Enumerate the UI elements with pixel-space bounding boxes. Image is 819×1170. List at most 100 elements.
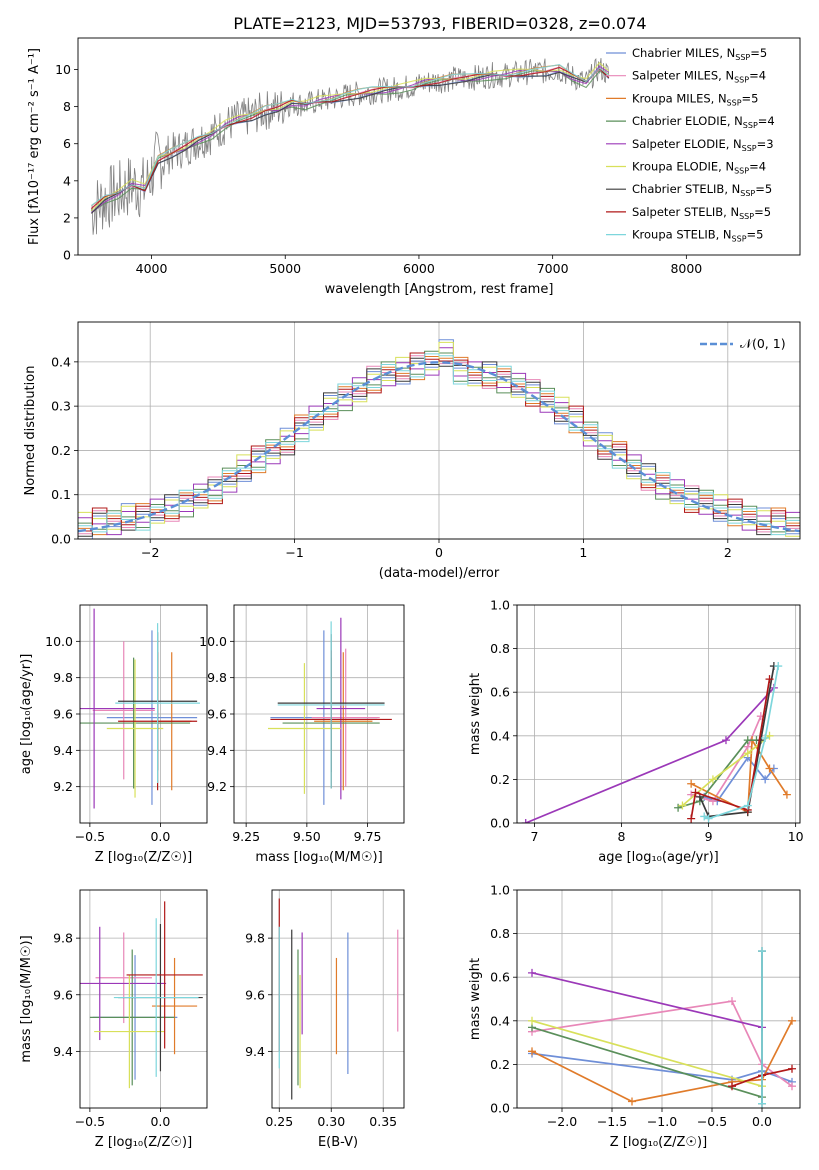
- weight-line: [531, 1019, 763, 1088]
- x-tick-label: −0.5: [75, 1114, 105, 1129]
- plot-area: [268, 617, 392, 805]
- axes-frame: [79, 889, 208, 1109]
- x-tick-label: 7: [530, 829, 538, 844]
- x-tick-label: 9.50: [293, 829, 321, 844]
- legend-entry: Chabrier MILES, NSSP=5: [632, 46, 767, 62]
- x-tick-label: 9.25: [232, 829, 260, 844]
- residuals-panel: −2 −1 0 1 2 0.0 0.1 0.2 0.3 0.4 (data-model)/error…: [23, 321, 801, 581]
- axes-frame: [79, 604, 208, 824]
- y-tick-label: 10: [55, 62, 71, 77]
- plot-area: [91, 58, 610, 235]
- weight-marker: [761, 733, 770, 742]
- y-tick-label: 0.8: [490, 926, 510, 941]
- model-spectrum-line: [91, 66, 610, 210]
- y-tick-label: 6: [63, 136, 71, 151]
- residual-histogram-step: [78, 357, 800, 537]
- weight-vs-age-panel: 7 8 9 10 0.0 0.2 0.4 0.6 0.8 1.0 age [log₁₀(age/yr…: [468, 598, 804, 866]
- y-tick-label: 0.1: [51, 487, 71, 502]
- x-tick-label: 0.30: [317, 1114, 345, 1129]
- y-tick-label: 0.2: [490, 1057, 510, 1072]
- y-axis-label: mass weight: [468, 673, 483, 755]
- y-tick-label: 1.0: [490, 883, 510, 898]
- weight-marker: [528, 1016, 536, 1025]
- y-axis-label: mass [log₁₀(M/M☉)]: [19, 935, 34, 1062]
- x-tick-label: −0.5: [697, 1114, 727, 1129]
- weight-marker: [528, 1047, 536, 1056]
- weight-marker: [765, 731, 774, 740]
- y-tick-label: 9.6: [53, 987, 73, 1002]
- legend-entry: Salpeter ELODIE, NSSP=3: [632, 137, 774, 153]
- y-tick-label: 0.3: [51, 399, 71, 414]
- legend-entry: Salpeter STELIB, NSSP=5: [632, 205, 771, 221]
- weight-marker: [728, 997, 736, 1006]
- y-tick-label: 9.4: [53, 743, 73, 758]
- weight-marker: [628, 1097, 636, 1106]
- axes-frame: [77, 321, 801, 540]
- x-axis-label: (data-model)/error: [379, 566, 500, 581]
- x-tick-label: −0.5: [75, 829, 105, 844]
- weight-marker: [782, 790, 791, 799]
- x-tick-label: 8000: [670, 261, 702, 276]
- weight-line: [531, 1000, 793, 1087]
- y-tick-label: 0.0: [51, 532, 71, 547]
- x-tick-label: −1.0: [647, 1114, 677, 1129]
- weight-marker: [765, 675, 774, 684]
- legend-entry: 𝒩(0, 1): [740, 336, 786, 351]
- weight-vs-metallicity-panel: −2.0 −1.5 −1.0 −0.5 0.0 0.0 0.2 0.4 0.6 0.8 1.0 Z […: [468, 883, 801, 1150]
- x-axis-label: Z [log₁₀(Z/Z☉)]: [610, 1135, 707, 1150]
- x-tick-label: 0.0: [150, 829, 170, 844]
- y-tick-label: 0.0: [490, 816, 510, 831]
- x-axis-label: Z [log₁₀(Z/Z☉)]: [95, 850, 192, 865]
- plot-area: [78, 339, 800, 539]
- normal-curve: [78, 361, 800, 533]
- weight-marker: [788, 1064, 796, 1073]
- plot-area: [521, 662, 791, 823]
- weight-marker: [708, 775, 717, 784]
- axes-frame: [516, 604, 801, 824]
- weight-marker: [788, 1082, 796, 1091]
- y-tick-label: 0.8: [490, 641, 510, 656]
- x-tick-label: −2: [141, 545, 159, 560]
- model-spectrum-line: [91, 61, 610, 212]
- x-tick-label: 9: [705, 829, 713, 844]
- y-tick-label: 0.2: [51, 443, 71, 458]
- plot-area: [80, 901, 203, 1089]
- y-tick-label: 9.6: [53, 707, 73, 722]
- weight-line: [531, 971, 763, 1029]
- weight-marker: [774, 662, 783, 671]
- figure-title: PLATE=2123, MJD=53793, FIBERID=0328, z=0…: [233, 14, 646, 33]
- plot-area: [278, 898, 399, 1100]
- age-vs-metallicity-panel: −0.5 0.0 9.2 9.4 9.6 9.8 10.0 Z [log₁₀(Z/Z☉)] ag…: [19, 604, 208, 865]
- x-tick-label: 1: [579, 545, 587, 560]
- y-tick-label: 10.0: [45, 634, 73, 649]
- weight-marker: [674, 803, 683, 812]
- y-tick-label: 9.6: [245, 987, 265, 1002]
- y-axis-label: mass weight: [468, 958, 483, 1040]
- weight-marker: [756, 736, 765, 745]
- x-tick-label: −1.5: [597, 1114, 627, 1129]
- weight-marker: [758, 947, 766, 956]
- y-tick-label: 9.4: [53, 1044, 73, 1059]
- y-tick-label: 0.6: [490, 685, 510, 700]
- x-axis-label: E(B-V): [318, 1135, 358, 1150]
- legend-entry: Salpeter MILES, NSSP=4: [632, 69, 766, 85]
- x-tick-label: −2.0: [547, 1114, 577, 1129]
- axes-frame: [77, 37, 801, 256]
- weight-marker: [528, 968, 536, 977]
- y-tick-label: 9.4: [207, 743, 227, 758]
- y-tick-label: 9.8: [53, 670, 73, 685]
- y-tick-label: 9.6: [207, 707, 227, 722]
- x-tick-label: 8: [618, 829, 626, 844]
- x-tick-label: 6000: [403, 261, 435, 276]
- legend-entry: Chabrier STELIB, NSSP=5: [632, 182, 772, 198]
- y-tick-label: 2: [63, 210, 71, 225]
- plot-area: [80, 608, 200, 809]
- y-tick-label: 9.4: [245, 1044, 265, 1059]
- x-tick-label: 0: [435, 545, 443, 560]
- age-vs-mass-panel: 9.25 9.50 9.75 9.2 9.4 9.6 9.8 10.0 mass [log₁₀(…: [199, 604, 405, 865]
- x-tick-label: 2: [724, 545, 732, 560]
- y-tick-label: 0: [63, 248, 71, 263]
- model-spectrum-line: [91, 67, 610, 214]
- weight-marker: [761, 775, 770, 784]
- weight-line: [690, 678, 771, 819]
